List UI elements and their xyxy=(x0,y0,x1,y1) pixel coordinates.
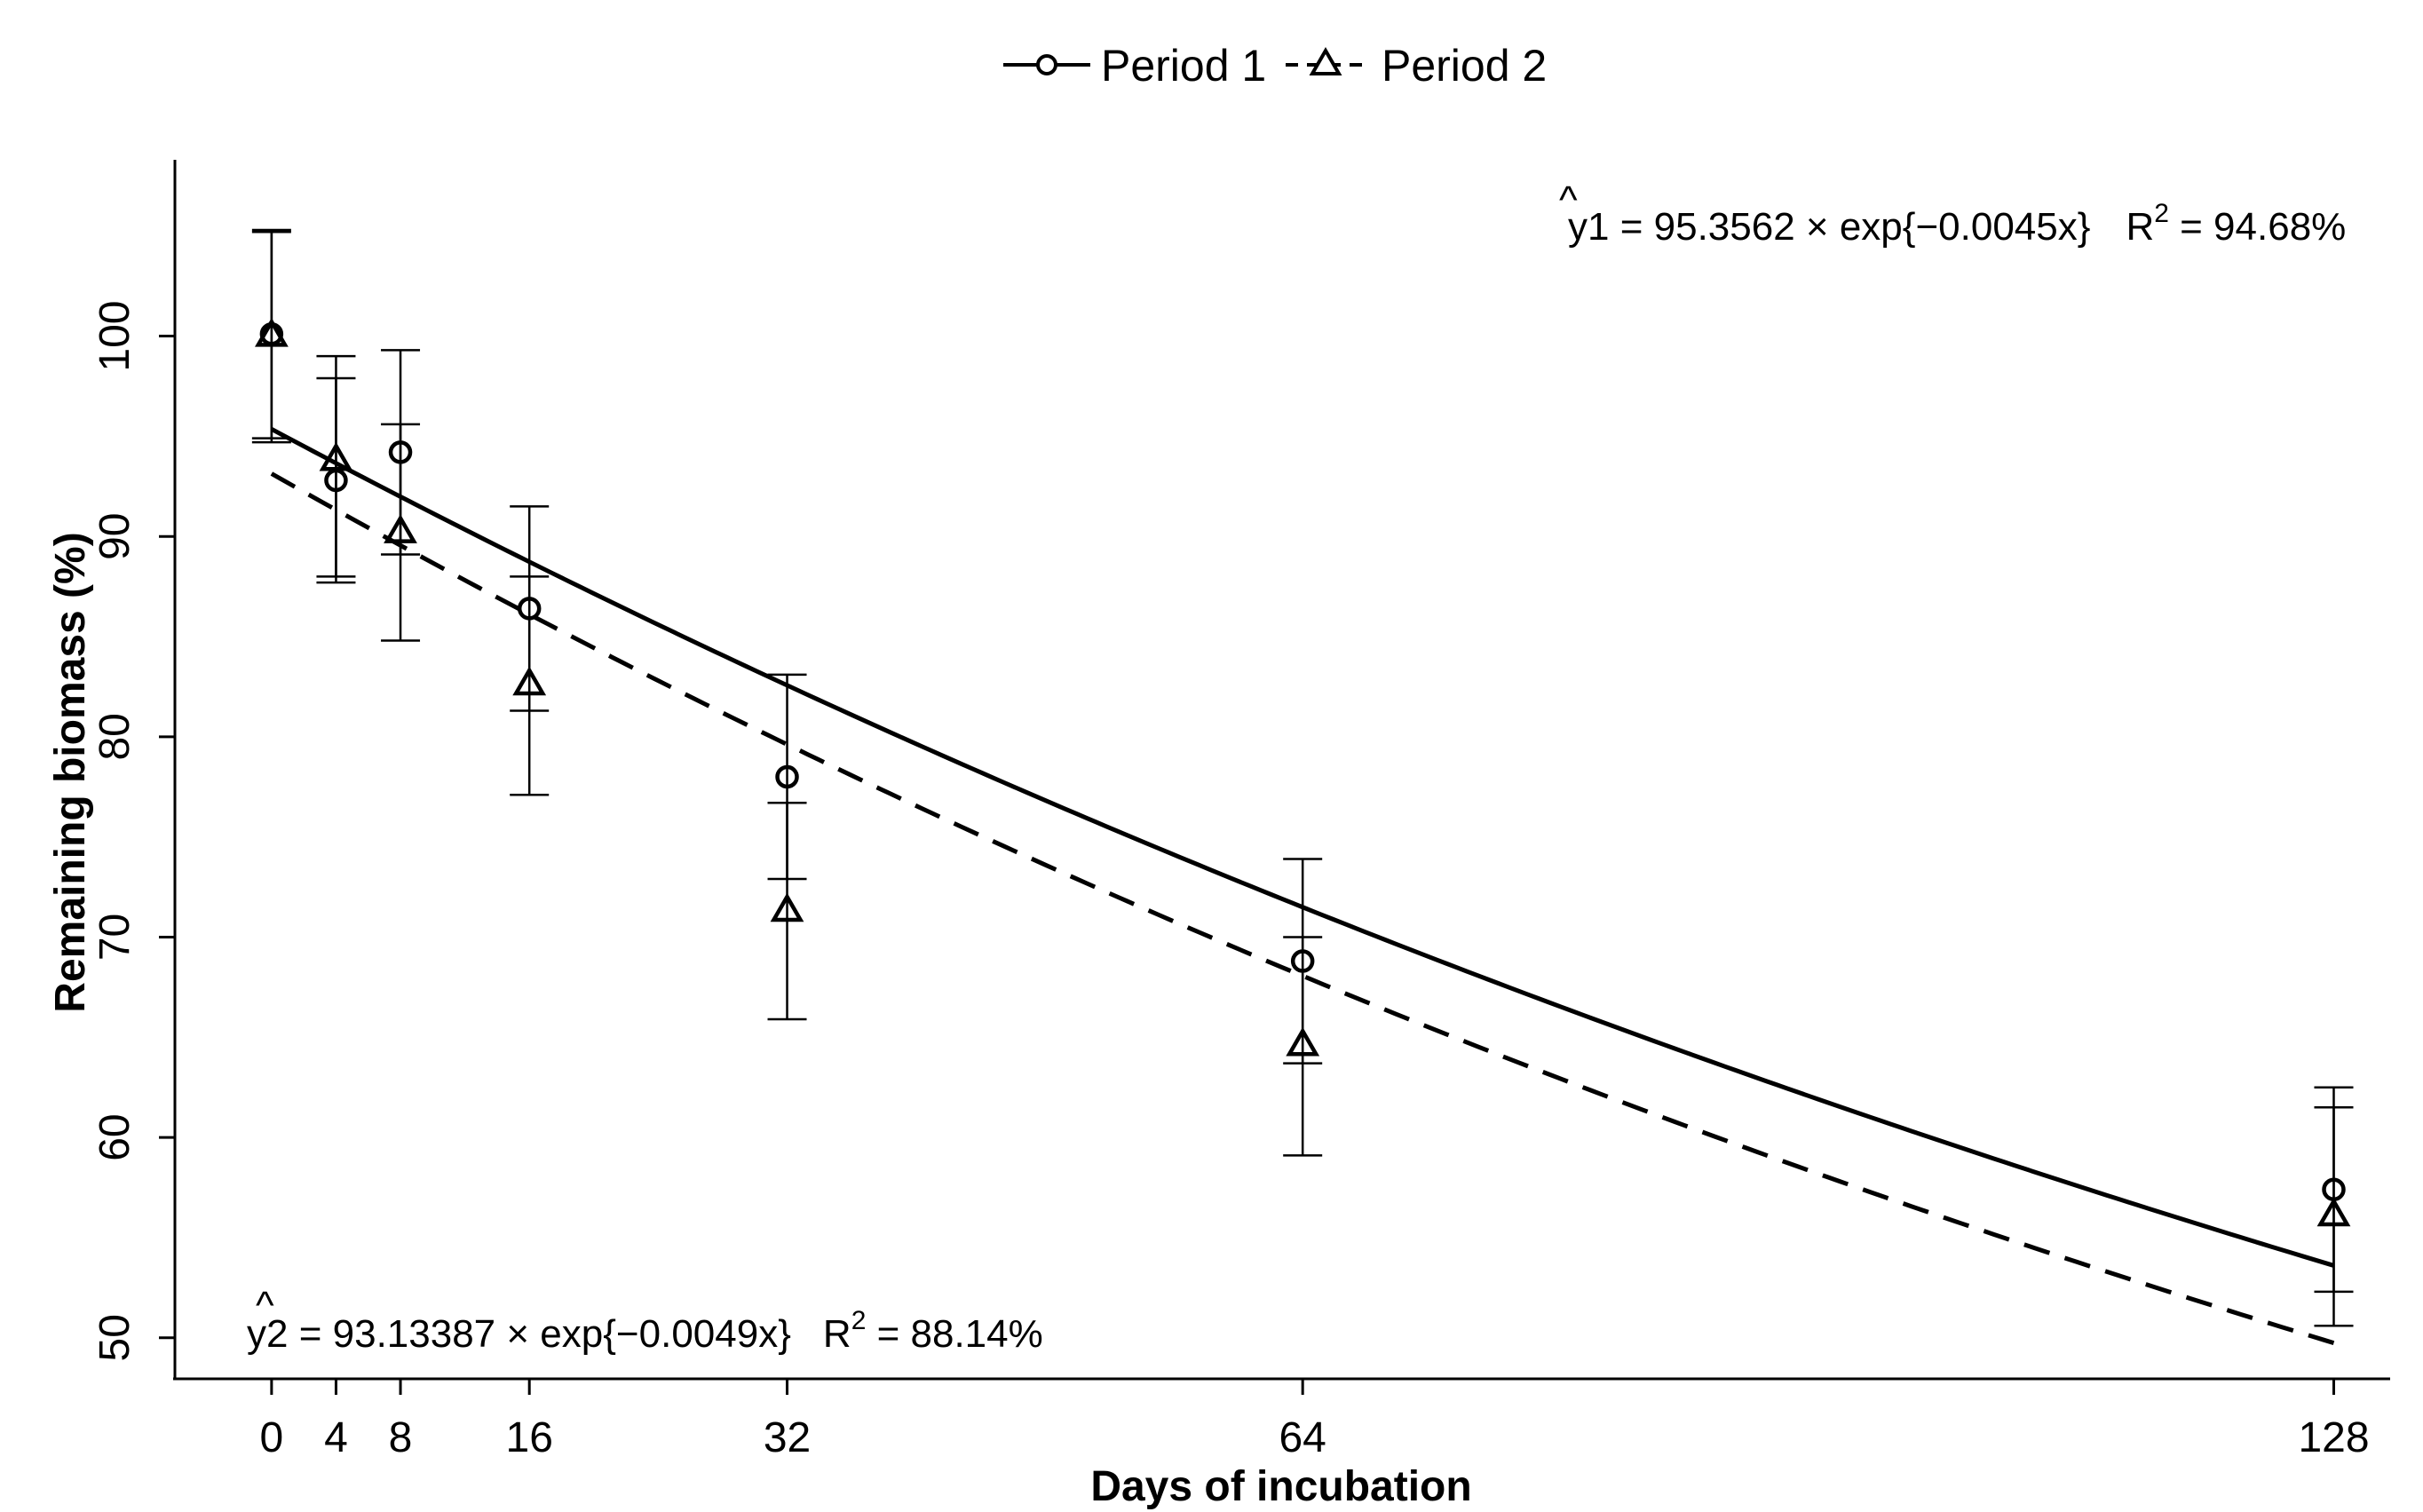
errorbar-s2-128 xyxy=(2314,1106,2354,1327)
equation-2-r2-value: = 88.14% xyxy=(866,1312,1042,1356)
equation-2-hat: ^ xyxy=(256,1284,274,1327)
fit-curve-period-2 xyxy=(270,471,2335,1345)
equation-1-r2-sup: 2 xyxy=(2154,199,2169,228)
equation-1-formula: = 95.3562 × exp{−0.0045x} xyxy=(1609,205,2090,249)
legend: Period 1 Period 2 xyxy=(1003,41,1547,91)
point-period-2-day-4 xyxy=(319,441,353,471)
point-period-1-day-64 xyxy=(1290,949,1315,973)
point-period-2-day-8 xyxy=(384,514,417,543)
errorbar-s2-0 xyxy=(251,230,291,444)
x-tick-label-32: 32 xyxy=(764,1414,811,1461)
point-period-2-day-128 xyxy=(2316,1197,2351,1227)
point-period-1-day-16 xyxy=(517,597,542,621)
point-period-2-day-64 xyxy=(1286,1026,1320,1057)
equation-2-r2-sup: 2 xyxy=(851,1306,867,1335)
errorbar-s2-16 xyxy=(510,575,550,796)
legend-period-2-label: Period 2 xyxy=(1382,41,1547,91)
equation-1-text: y1 = 95.3562 × exp{−0.0045x} R2 = 94.68% xyxy=(1568,199,2346,249)
point-period-2-day-16 xyxy=(512,666,547,696)
x-tick-label-64: 64 xyxy=(1279,1414,1326,1461)
y-tick-label-50: 50 xyxy=(91,1314,139,1361)
y-tick-label-60: 60 xyxy=(91,1113,139,1160)
equation-1-r2-prefix: R xyxy=(2126,205,2154,249)
legend-period-1-marker xyxy=(1036,54,1057,75)
x-tick-label-8: 8 xyxy=(389,1414,413,1461)
error-bars xyxy=(251,228,2354,1327)
x-tick-label-0: 0 xyxy=(260,1414,284,1461)
legend-period-2-marker xyxy=(1309,46,1342,75)
x-tick-label-128: 128 xyxy=(2298,1414,2369,1461)
x-axis-ticks: 0 4 8 16 32 64 128 xyxy=(260,1379,2370,1461)
point-period-1-day-8 xyxy=(388,440,413,464)
errorbar-s2-8 xyxy=(381,423,421,642)
errorbar-s2-64 xyxy=(1283,936,1323,1157)
equation-1-r2-value: = 94.68% xyxy=(2169,205,2346,249)
y-tick-label-90: 90 xyxy=(91,513,139,560)
point-period-2-day-0 xyxy=(255,317,289,347)
point-period-1-day-32 xyxy=(775,764,799,789)
equation-2-text: y2 = 93.13387 × exp{−0.0049x} R2 = 88.14% xyxy=(247,1306,1043,1356)
data-markers xyxy=(255,317,2351,1227)
y-tick-label-100: 100 xyxy=(91,301,139,372)
equation-2-r2-prefix: R xyxy=(823,1312,851,1356)
x-tick-label-16: 16 xyxy=(506,1414,553,1461)
equation-period-1: ^ y1 = 95.3562 × exp{−0.0045x} R2 = 94.68… xyxy=(1559,178,2346,249)
equation-period-2: ^ y2 = 93.13387 × exp{−0.0049x} R2 = 88.1… xyxy=(247,1284,1043,1356)
y-axis-ticks: 50 60 70 80 90 100 xyxy=(91,301,175,1361)
equation-1-lhs: y1 xyxy=(1568,205,1609,249)
x-axis-title: Days of incubation xyxy=(1090,1463,1471,1510)
errorbar-s2-4 xyxy=(316,354,356,578)
legend-period-1-label: Period 1 xyxy=(1101,41,1266,91)
errorbar-s2-32 xyxy=(767,802,807,1021)
y-axis-title: Remaining biomass (%) xyxy=(47,532,94,1012)
y-tick-label-70: 70 xyxy=(91,914,139,961)
point-period-2-day-32 xyxy=(770,892,804,922)
equation-1-hat: ^ xyxy=(1559,178,1578,222)
equation-2-formula: = 93.13387 × exp{−0.0049x} xyxy=(288,1312,790,1356)
equation-2-lhs: y2 xyxy=(247,1312,288,1356)
y-tick-label-80: 80 xyxy=(91,713,139,760)
x-tick-label-4: 4 xyxy=(324,1414,348,1461)
